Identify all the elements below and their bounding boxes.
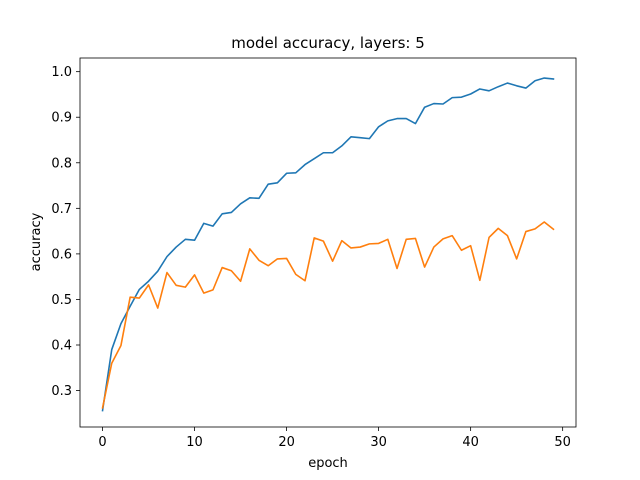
y-tick-label: 0.8 — [51, 156, 72, 171]
series-line-2 — [101, 221, 555, 409]
x-tick-label: 0 — [98, 435, 106, 450]
chart-title: model accuracy, layers: 5 — [231, 34, 425, 52]
x-tick-label: 10 — [186, 435, 203, 450]
x-axis: 0 10 20 30 40 50 — [98, 427, 571, 450]
y-tick-label: 0.3 — [51, 384, 72, 399]
y-tick-label: 0.9 — [51, 111, 72, 126]
x-tick-label: 50 — [554, 435, 571, 450]
series-line-1 — [101, 77, 555, 412]
y-axis-label: accuracy — [29, 212, 44, 271]
y-tick-label: 1.0 — [51, 65, 72, 80]
y-tick-label: 0.5 — [51, 293, 72, 308]
x-tick-label: 20 — [278, 435, 295, 450]
plot-frame — [79, 57, 577, 428]
y-tick-label: 0.4 — [51, 339, 72, 354]
y-axis: 0.3 0.4 0.5 0.6 0.7 0.8 0.9 1.0 — [51, 65, 80, 399]
x-axis-label: epoch — [308, 456, 348, 471]
x-tick-label: 40 — [462, 435, 479, 450]
series-layer — [101, 77, 555, 412]
x-tick-label: 30 — [370, 435, 387, 450]
y-tick-label: 0.6 — [51, 247, 72, 262]
y-tick-label: 0.7 — [51, 202, 72, 217]
